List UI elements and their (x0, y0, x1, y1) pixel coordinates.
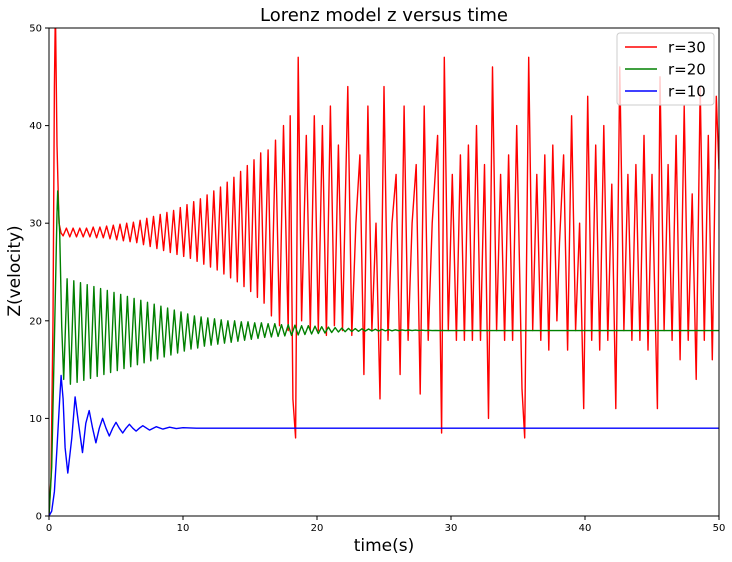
x-axis-label: time(s) (354, 536, 415, 556)
y-tick-label: 30 (29, 219, 42, 230)
series-layer (49, 28, 719, 516)
series-line-r=20 (49, 190, 719, 516)
plot-frame (48, 27, 720, 517)
chart-title: Lorenz model z versus time (260, 5, 508, 26)
x-tick-label: 40 (579, 523, 592, 534)
y-tick-label: 40 (29, 121, 42, 132)
x-tick-label: 30 (445, 523, 458, 534)
legend-label: r=20 (668, 61, 706, 79)
x-tick-label: 0 (46, 523, 52, 534)
tick-layer: 0 10 20 30 40 50 0 10 20 30 40 50 (29, 24, 725, 535)
legend: r=30 r=20 r=10 (616, 32, 715, 106)
y-tick-label: 20 (29, 316, 42, 327)
y-tick-label: 10 (29, 414, 42, 425)
series-line-r=10 (49, 374, 719, 516)
legend-label: r=10 (668, 83, 706, 101)
x-tick-label: 10 (177, 523, 190, 534)
x-tick-label: 20 (311, 523, 324, 534)
series-line-r=30 (49, 28, 719, 516)
y-axis-label: Z(velocity) (5, 225, 25, 316)
legend-box (616, 32, 715, 106)
x-tick-label: 50 (713, 523, 726, 534)
y-tick-label: 50 (29, 24, 42, 35)
y-tick-label: 0 (36, 512, 42, 523)
legend-label: r=30 (668, 39, 706, 57)
